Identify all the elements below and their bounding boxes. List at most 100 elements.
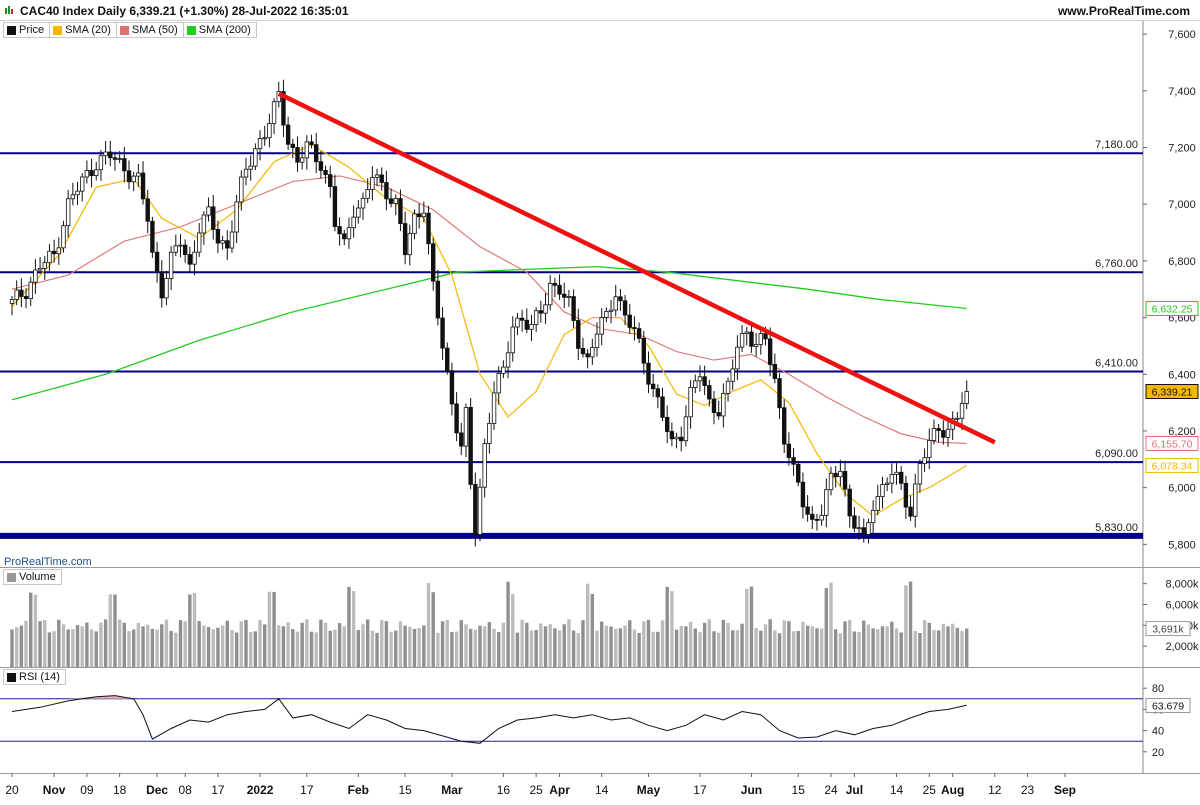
candle-body	[379, 174, 384, 183]
candle-body	[374, 174, 380, 178]
volume-bar	[740, 623, 744, 667]
volume-bar	[932, 630, 936, 667]
candle-body	[168, 251, 174, 279]
volume-bar	[773, 630, 777, 667]
candle-body	[445, 347, 450, 372]
candle-body	[164, 277, 169, 299]
candle-body	[187, 254, 193, 265]
rsi-value-label: 63.679	[1152, 701, 1184, 713]
candle-body	[683, 416, 689, 442]
volume-bar	[585, 583, 590, 667]
volume-bar	[955, 627, 960, 667]
level-label: 5,830.00	[1095, 522, 1138, 534]
volume-bar	[361, 624, 365, 667]
candle-body	[328, 174, 333, 187]
volume-bar	[272, 591, 276, 667]
volume-bar	[651, 631, 655, 667]
candle-body	[805, 506, 810, 515]
volume-bar	[394, 630, 398, 667]
rsi-legend[interactable]: RSI (14)	[3, 669, 66, 685]
candle-body	[955, 417, 960, 420]
candle-body	[824, 489, 829, 516]
legend-price[interactable]: Price	[4, 23, 51, 37]
candle-body	[47, 250, 52, 264]
candle-body	[215, 229, 221, 244]
candle-body	[103, 151, 108, 157]
candle-body	[28, 281, 33, 300]
volume-value-label: 3,691k	[1152, 624, 1184, 636]
volume-bar	[946, 626, 950, 667]
candle-body	[828, 472, 834, 491]
level-label: 6,090.00	[1095, 448, 1138, 460]
volume-bar	[492, 628, 496, 667]
volume-bar	[642, 621, 646, 667]
value-tag-label: 6,155.70	[1152, 439, 1193, 451]
volume-bar	[80, 626, 84, 667]
candle-body	[796, 463, 801, 483]
volume-bar	[918, 632, 922, 667]
candle-body	[136, 172, 141, 177]
candle-body	[739, 333, 745, 348]
candle-body	[23, 296, 29, 300]
volume-bar	[85, 622, 89, 667]
volume-bar	[197, 621, 201, 667]
volume-bar	[174, 632, 178, 667]
downtrend-line	[277, 91, 996, 445]
candle-body	[126, 170, 132, 183]
volume-bar	[941, 623, 946, 667]
volume-bar	[19, 625, 24, 667]
candle-body	[543, 304, 548, 314]
candle-body	[721, 392, 726, 417]
volume-bar	[52, 631, 56, 667]
candle-body	[889, 474, 895, 484]
volume-bar	[131, 629, 136, 667]
candle-body	[964, 391, 969, 404]
candle-body	[655, 388, 661, 398]
legend-sma200[interactable]: SMA (200)	[184, 23, 256, 37]
x-tick-label: 15	[398, 783, 412, 797]
sma200-line	[11, 265, 967, 401]
volume-bar	[216, 627, 220, 667]
value-tag	[1145, 436, 1199, 452]
volume-bar	[300, 622, 304, 667]
volume-bar	[838, 633, 843, 667]
candle-body	[351, 216, 356, 229]
volume-legend[interactable]: Volume	[3, 569, 62, 585]
volume-bar	[103, 619, 108, 667]
candle-body	[917, 463, 923, 485]
candle-body	[688, 387, 693, 418]
x-tick-label: May	[637, 783, 661, 797]
legend-sma50-label: SMA (50)	[131, 24, 178, 36]
value-tag	[1145, 300, 1199, 316]
sma50-swatch-icon	[119, 25, 129, 35]
volume-bar	[862, 620, 866, 667]
legend-sma200-label: SMA (200)	[198, 24, 251, 36]
volume-bar	[464, 624, 468, 667]
x-tick-label: Sep	[1054, 783, 1076, 797]
site-url[interactable]: www.ProRealTime.com	[1057, 4, 1190, 18]
candle-body	[318, 161, 324, 171]
rsi-tick-label: 40	[1152, 726, 1164, 738]
candle-body	[178, 244, 183, 247]
candle-body	[388, 198, 394, 204]
x-tick-label: 15	[792, 783, 806, 797]
legend-sma20[interactable]: SMA (20)	[50, 23, 117, 37]
candle-body	[552, 282, 558, 286]
x-tick-label: 20	[5, 783, 19, 797]
legend-sma50[interactable]: SMA (50)	[117, 23, 184, 37]
volume-bar	[852, 631, 857, 667]
volume-bar	[29, 592, 33, 667]
volume-bar	[487, 622, 492, 667]
volume-bar	[253, 631, 258, 667]
candle-body	[791, 457, 796, 465]
volume-bar	[188, 594, 192, 667]
candle-body	[870, 509, 876, 524]
price-tick-label: 6,200	[1168, 426, 1196, 438]
x-tick-label: 14	[890, 783, 904, 797]
volume-bar	[656, 631, 660, 667]
volume-bar	[927, 622, 931, 667]
volume-bar	[482, 626, 487, 667]
volume-bar	[576, 633, 580, 667]
candle-body	[9, 299, 15, 304]
